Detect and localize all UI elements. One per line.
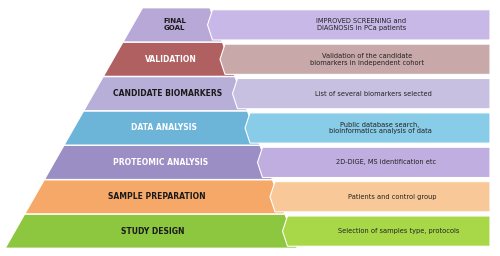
- Polygon shape: [270, 182, 490, 212]
- Text: Selection of samples type, protocols: Selection of samples type, protocols: [338, 228, 460, 234]
- Text: FINAL
GOAL: FINAL GOAL: [163, 18, 186, 31]
- Text: VALIDATION: VALIDATION: [145, 55, 197, 64]
- Polygon shape: [208, 10, 490, 40]
- Polygon shape: [258, 147, 490, 177]
- Text: Public database search,
bioinformatics analysis of data: Public database search, bioinformatics a…: [328, 122, 432, 134]
- Polygon shape: [64, 111, 260, 145]
- Text: Patients and control group: Patients and control group: [348, 194, 437, 200]
- Text: Validation of the candidate
biomarkers in independent cohort: Validation of the candidate biomarkers i…: [310, 53, 424, 66]
- Text: 2D-DIGE, MS identification etc: 2D-DIGE, MS identification etc: [336, 159, 436, 165]
- Text: IMPROVED SCREENING and
DIAGNOSIS in PCa patients: IMPROVED SCREENING and DIAGNOSIS in PCa …: [316, 18, 406, 31]
- Polygon shape: [5, 214, 298, 248]
- Polygon shape: [123, 8, 222, 42]
- Polygon shape: [103, 42, 235, 77]
- Text: DATA ANALYSIS: DATA ANALYSIS: [131, 123, 196, 133]
- Text: SAMPLE PREPARATION: SAMPLE PREPARATION: [108, 192, 206, 201]
- Text: List of several biomarkers selected: List of several biomarkers selected: [316, 91, 432, 97]
- Polygon shape: [245, 113, 490, 143]
- Polygon shape: [282, 216, 490, 246]
- Polygon shape: [84, 77, 247, 111]
- Text: STUDY DESIGN: STUDY DESIGN: [122, 227, 185, 236]
- Polygon shape: [232, 79, 490, 109]
- Polygon shape: [44, 145, 272, 179]
- Text: CANDIDATE BIOMARKERS: CANDIDATE BIOMARKERS: [113, 89, 222, 98]
- Polygon shape: [220, 44, 490, 74]
- Text: PROTEOMIC ANALYSIS: PROTEOMIC ANALYSIS: [112, 158, 208, 167]
- Polygon shape: [24, 179, 285, 214]
